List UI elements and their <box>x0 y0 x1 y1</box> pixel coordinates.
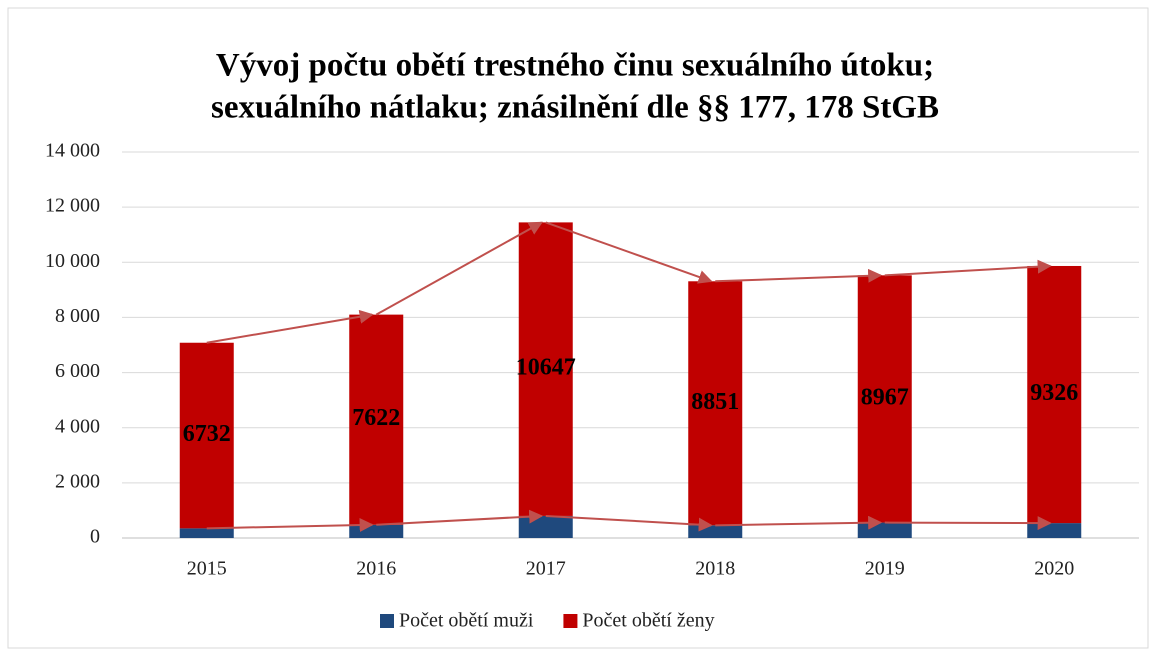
y-tick-label: 14 000 <box>45 140 100 162</box>
x-tick-label: 2017 <box>526 558 566 580</box>
chart-border <box>7 7 1149 649</box>
y-tick-label: 0 <box>90 526 100 548</box>
trend-arrow <box>715 268 883 283</box>
data-label: 7622 <box>352 405 400 431</box>
legend-swatch <box>380 614 394 628</box>
y-tick-label: 6 000 <box>55 360 100 382</box>
x-tick-label: 2019 <box>865 558 905 580</box>
data-label: 10647 <box>516 355 576 381</box>
y-tick-label: 8 000 <box>55 305 100 327</box>
chart-title: Vývoj počtu obětí trestného činu sexuáln… <box>216 48 934 84</box>
data-label: 8967 <box>861 384 909 410</box>
bar-segment <box>857 275 912 523</box>
x-tick-label: 2018 <box>695 558 735 580</box>
trend-arrow <box>375 221 543 316</box>
data-label: 9326 <box>1030 380 1078 406</box>
x-tick-label: 2016 <box>356 558 396 580</box>
x-tick-label: 2015 <box>187 558 227 580</box>
bar-segment <box>1027 523 1082 538</box>
legend-swatch <box>563 614 578 628</box>
y-tick-label: 12 000 <box>45 195 100 217</box>
bar-segment <box>179 342 234 529</box>
bar-segment <box>179 528 234 538</box>
bar-segment <box>857 522 912 538</box>
data-label: 8851 <box>691 389 739 415</box>
data-label: 6732 <box>183 421 231 447</box>
bar-segment <box>688 281 743 526</box>
trend-arrow <box>884 259 1052 277</box>
trend-arrow <box>376 509 544 526</box>
legend-label: Počet obětí muži <box>399 610 534 632</box>
legend-label: Počet obětí ženy <box>582 610 714 632</box>
x-tick-label: 2020 <box>1034 558 1074 580</box>
trend-arrow <box>884 516 1052 531</box>
trend-arrow <box>715 515 883 530</box>
bar-segment <box>518 222 573 516</box>
trend-arrow <box>545 514 713 532</box>
bar-segment <box>1027 265 1082 524</box>
bar-segment <box>518 515 573 538</box>
trend-arrow <box>206 309 374 344</box>
bar-segment <box>688 525 743 538</box>
trend-arrow <box>545 221 713 284</box>
y-tick-label: 10 000 <box>45 250 100 272</box>
chart-title: sexuálního nátlaku; znásilnění dle §§ 17… <box>211 90 939 126</box>
y-tick-label: 2 000 <box>55 470 100 492</box>
y-tick-label: 4 000 <box>55 415 100 437</box>
trend-arrow <box>206 518 374 533</box>
bar-segment <box>349 524 404 538</box>
bar-segment <box>349 314 404 525</box>
